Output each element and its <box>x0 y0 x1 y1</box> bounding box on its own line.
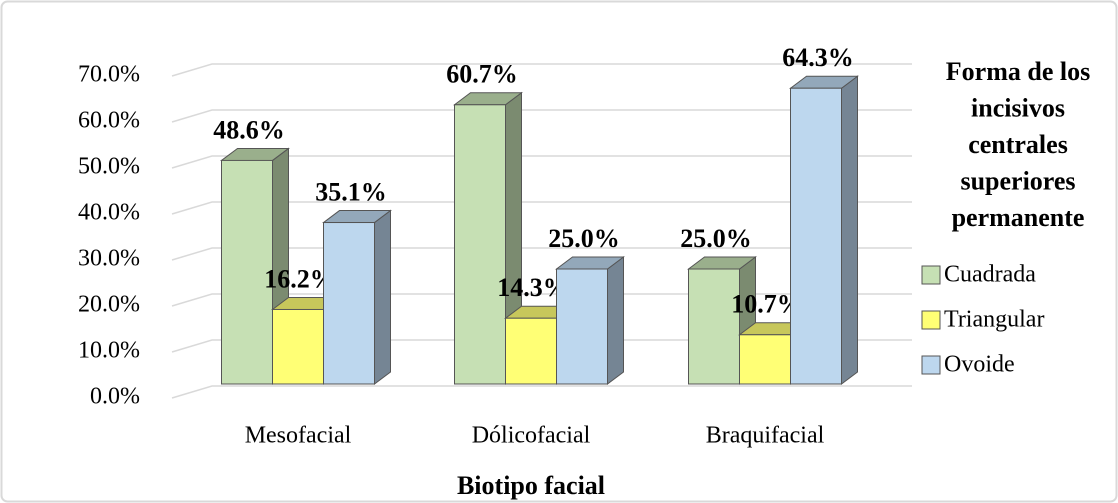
legend-label: Ovoide <box>944 352 1015 378</box>
legend-label: Cuadrada <box>944 262 1036 288</box>
legend-swatch <box>921 265 941 285</box>
x-tick-label: Braquifacial <box>706 423 825 449</box>
y-tick-label: 20.0% <box>78 292 140 318</box>
y-tick-label: 40.0% <box>78 200 140 226</box>
legend-swatch <box>921 310 941 330</box>
legend-title: centrales <box>968 130 1068 159</box>
grid-line <box>171 63 912 77</box>
bar <box>272 308 324 385</box>
data-label: 25.0% <box>680 224 752 253</box>
x-axis-title: Biotipo facial <box>457 471 605 500</box>
bar <box>221 159 273 385</box>
y-tick-label: 30.0% <box>78 246 140 272</box>
data-label: 60.7% <box>446 60 518 89</box>
bar <box>739 334 791 385</box>
legend-title: superiores <box>960 166 1075 195</box>
grid-line <box>171 109 912 123</box>
bar <box>323 222 375 385</box>
bar-side <box>607 256 624 385</box>
legend-swatch <box>921 355 941 375</box>
y-tick-label: 50.0% <box>78 154 140 180</box>
data-label: 48.6% <box>213 115 285 144</box>
legend-label: Triangular <box>944 307 1044 333</box>
legend-title: incisivos <box>971 93 1065 122</box>
data-label: 35.1% <box>315 178 387 207</box>
y-tick-label: 0.0% <box>90 384 140 410</box>
grid-line <box>171 385 912 399</box>
y-tick-label: 60.0% <box>78 108 140 134</box>
x-tick-label: Mesofacial <box>245 423 352 449</box>
grid-line <box>171 247 912 261</box>
bar-side <box>841 75 858 385</box>
x-tick-label: Dólicofacial <box>472 423 591 449</box>
bar <box>454 104 506 385</box>
data-label: 25.0% <box>548 224 620 253</box>
y-tick-label: 10.0% <box>78 338 140 364</box>
grid-line <box>171 201 912 215</box>
bar <box>688 268 740 385</box>
bar-side <box>374 209 391 385</box>
legend-title: Forma de los <box>946 57 1090 86</box>
bar <box>505 317 557 385</box>
y-tick-label: 70.0% <box>78 62 140 88</box>
grid-line <box>171 339 912 353</box>
legend-title: permanente <box>952 203 1085 232</box>
data-label: 64.3% <box>782 43 854 72</box>
bar <box>556 268 608 385</box>
bar <box>790 87 842 385</box>
grid-line <box>171 155 912 169</box>
grid-line <box>171 293 912 307</box>
